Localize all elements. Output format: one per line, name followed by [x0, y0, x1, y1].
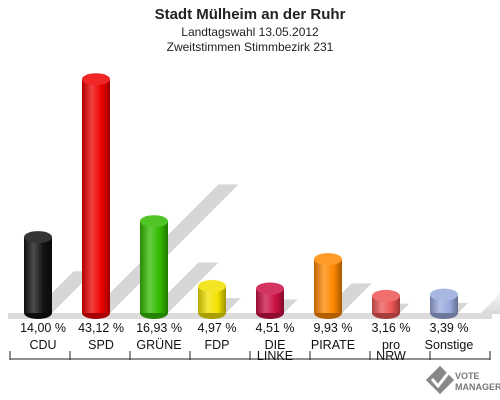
vote-manager-logo: VOTE MANAGER [425, 365, 500, 395]
bar-top [82, 73, 110, 86]
bar-top [430, 288, 458, 301]
chart-subtitle-election: Landtagswahl 13.05.2012 [181, 25, 319, 39]
bar-top [198, 280, 226, 293]
chart-floor [8, 292, 500, 319]
category-label: FDP [205, 338, 230, 352]
category-label: Sonstige [425, 338, 474, 352]
bar [24, 231, 52, 319]
value-label: 3,16 % [372, 321, 411, 335]
value-label: 9,93 % [314, 321, 353, 335]
category-label: SPD [88, 338, 114, 352]
bars [24, 73, 458, 319]
bar-top [256, 282, 284, 295]
category-label: LINKE [257, 349, 293, 363]
category-label: PIRATE [311, 338, 355, 352]
bar [140, 215, 168, 319]
category-label: CDU [29, 338, 56, 352]
value-label: 43,12 % [78, 321, 124, 335]
bar-top [314, 253, 342, 266]
value-label: 4,51 % [256, 321, 295, 335]
bar-body [140, 221, 168, 313]
bar-body [82, 79, 110, 313]
value-label: 16,93 % [136, 321, 182, 335]
category-label: GRÜNE [136, 338, 181, 352]
bar [82, 73, 110, 319]
bar [372, 289, 400, 319]
chart-title: Stadt Mülheim an der Ruhr [155, 6, 346, 23]
bar [430, 288, 458, 319]
category-label: DIE [265, 338, 286, 352]
bar-top [140, 215, 168, 228]
bar [256, 282, 284, 319]
logo-line-1: VOTE [455, 371, 480, 381]
value-label: 14,00 % [20, 321, 66, 335]
value-label: 4,97 % [198, 321, 237, 335]
category-axis [9, 351, 491, 360]
floor-base [8, 313, 492, 319]
bar-body [314, 259, 342, 313]
bar [198, 280, 226, 319]
floor-edge [8, 292, 500, 314]
bar [314, 253, 342, 319]
logo-line-2: MANAGER [455, 382, 500, 392]
chart-subtitle-district: Zweitstimmen Stimmbezirk 231 [167, 40, 334, 54]
bar-top [24, 231, 52, 244]
floor-plane [8, 294, 500, 314]
bar-top [372, 289, 400, 302]
value-labels: 14,00 % 43,12 % 16,93 % 4,97 % 4,51 % 9,93 % 3… [20, 321, 468, 335]
category-label: pro [382, 338, 400, 352]
checkmark-icon [425, 365, 455, 395]
value-label: 3,39 % [430, 321, 469, 335]
bar-body [24, 237, 52, 313]
category-label: NRW [376, 349, 406, 363]
